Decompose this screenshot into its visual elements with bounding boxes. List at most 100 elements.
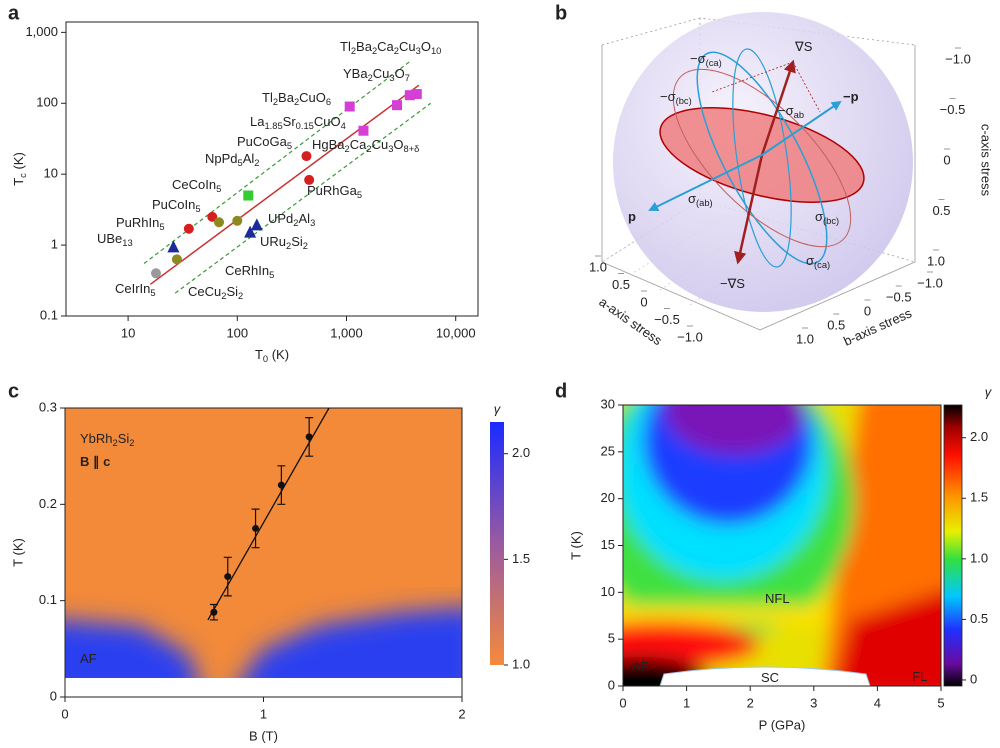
x-tick-label: 0 <box>61 706 68 721</box>
x-axis-label: P (GPa) <box>759 717 806 732</box>
y-tick-label: 0.3 <box>39 399 57 414</box>
subscript: 5 <box>287 141 292 151</box>
subscript: 7 <box>405 73 410 83</box>
point-label: Tl2Ba2Ca2Cu3O10 <box>340 39 441 56</box>
y-tick-label: 0.1 <box>40 307 58 322</box>
text-part: Al <box>243 151 255 166</box>
point <box>244 225 257 238</box>
heatmap-region <box>242 607 462 678</box>
text-part: La <box>250 114 265 129</box>
subscript: 5 <box>159 222 164 232</box>
colorbar-tick-label: 1.0 <box>970 550 988 565</box>
annotation: −σab <box>778 103 804 120</box>
y-tick-label: 0 <box>50 688 57 703</box>
point-label: HgBa2Ca2Cu3O8+δ <box>312 137 419 154</box>
text-part: Cu <box>373 66 390 81</box>
box-edges <box>601 45 916 331</box>
text-part: PuRhGa <box>307 183 358 198</box>
x-axis-label: B (T) <box>249 728 278 743</box>
axis-tick-label: −0.5 <box>654 312 680 327</box>
subscript: (bc) <box>676 96 692 106</box>
subscript: 2 <box>221 291 226 301</box>
sigma-ring <box>672 68 852 248</box>
axis-tick-label: −0.5 <box>940 102 966 117</box>
colorbar-tick-label: 0 <box>970 671 977 686</box>
text-part: Ca <box>350 137 367 152</box>
point <box>358 125 369 136</box>
point <box>171 254 182 265</box>
subscript: 3 <box>416 46 421 56</box>
subscript: 2 <box>394 46 399 56</box>
annotation: σ(ab) <box>688 191 713 208</box>
text-part: (K) <box>268 347 289 362</box>
point-label: UPd2Al3 <box>268 211 315 228</box>
subscript: c <box>18 173 28 178</box>
text-part: YbRh <box>80 431 113 446</box>
x-tick-label: 100 <box>226 325 248 340</box>
point <box>232 215 243 226</box>
text-part: CeCu <box>188 284 221 299</box>
point-label: UBe13 <box>97 231 133 248</box>
text-part: (K) <box>11 152 26 173</box>
subscript: 5 <box>216 184 221 194</box>
x-tick-label: 10 <box>121 325 135 340</box>
subscript: 6 <box>326 97 331 107</box>
point <box>250 218 263 231</box>
subscript: 10 <box>431 46 441 56</box>
colorbar <box>490 422 504 665</box>
colorbar-tick-label: 2.0 <box>512 445 530 460</box>
annotation: NFL <box>765 591 790 606</box>
point <box>404 90 415 101</box>
point-label: PuCoGa5 <box>237 134 292 151</box>
axis-tick-label: 1.0 <box>927 253 945 268</box>
annotation: YbRh2Si2 <box>80 431 135 448</box>
text-part: −σ <box>660 89 676 104</box>
text-part: Ca <box>377 39 394 54</box>
text-part: T <box>255 347 263 362</box>
annotation: −σ(ca) <box>690 51 722 68</box>
point <box>183 223 194 234</box>
subscript: 2 <box>345 144 350 154</box>
sigma-ring <box>696 51 828 265</box>
point <box>224 573 232 581</box>
point <box>411 89 422 100</box>
annotation: AF <box>80 651 97 666</box>
text-part: Ba <box>278 90 295 105</box>
annotation: AF <box>632 659 649 674</box>
subscript: 2 <box>368 73 373 83</box>
point-label: NpPd5Al2 <box>205 151 260 168</box>
y-axis-label: T (K) <box>10 538 25 567</box>
text-part: FL <box>912 669 927 684</box>
y-tick-label: 30 <box>601 396 615 411</box>
subscript: 2 <box>273 97 278 107</box>
x-axis-label: T0 (K) <box>255 347 289 364</box>
text-part: σ <box>815 209 823 224</box>
colorbar <box>943 404 963 687</box>
text-part: YBa <box>343 66 368 81</box>
text-part: Ba <box>356 39 373 54</box>
subscript: 8+δ <box>404 144 420 154</box>
point <box>344 101 355 112</box>
subscript: 3 <box>388 144 393 154</box>
subscript: 2 <box>372 46 377 56</box>
y-axis-label: Tc (K) <box>11 152 28 186</box>
axis-tick-label: 1.0 <box>796 331 814 346</box>
heatmap-region <box>623 606 830 624</box>
heatmap-d <box>623 405 941 686</box>
text-part: Sr <box>283 114 297 129</box>
point <box>252 524 260 532</box>
axis-label: b-axis stress <box>841 305 914 349</box>
y-tick-label: 5 <box>608 631 615 646</box>
text-part: CuO <box>299 90 326 105</box>
subscript: (ca) <box>706 58 722 68</box>
text-part: Cu <box>372 137 389 152</box>
plot-frame <box>65 21 479 317</box>
subscript: 2 <box>366 144 371 154</box>
colorbar-tick-label: 1.0 <box>512 656 530 671</box>
point <box>210 608 218 616</box>
text-part: CeCoIn <box>172 177 216 192</box>
panel-label: d <box>555 380 567 402</box>
text-part: Si <box>118 431 130 446</box>
point <box>301 151 312 162</box>
text-part: ∇S <box>794 39 813 54</box>
